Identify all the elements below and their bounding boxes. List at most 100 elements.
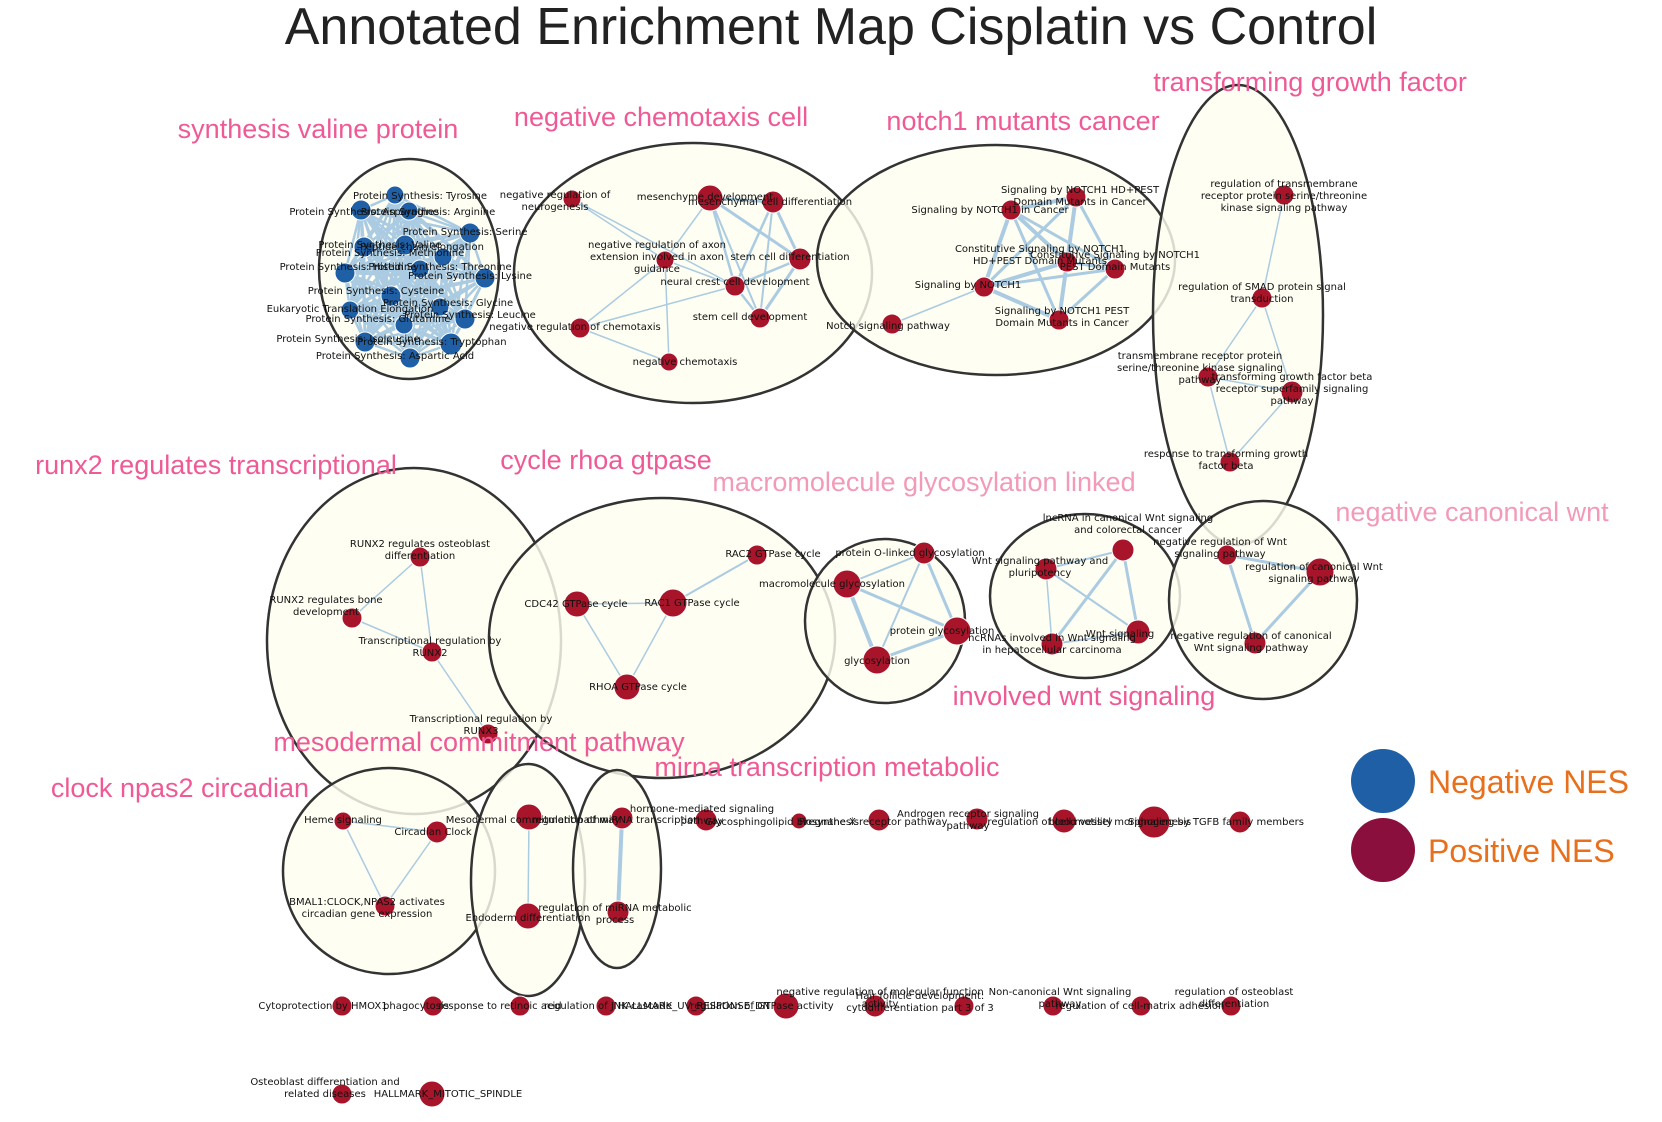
node-p-val[interactable] (353, 236, 375, 258)
node-m-endo[interactable] (514, 902, 542, 930)
node-p-asn[interactable] (350, 199, 372, 221)
node-g-rhoa[interactable] (613, 673, 641, 701)
node-mi-reg-trans[interactable] (610, 806, 634, 830)
node-p-met[interactable] (433, 247, 453, 267)
node-label-s-retinoic: response to retinoic acid (438, 1001, 561, 1012)
node-t-resp[interactable] (1219, 451, 1241, 473)
cluster-label-c-meso: mesodermal commitment pathway (273, 727, 685, 757)
node-p-his[interactable] (334, 262, 356, 284)
node-l-ncrna[interactable] (1040, 632, 1064, 656)
node-n-ncc[interactable] (724, 275, 746, 297)
node-p-arg[interactable] (399, 201, 419, 221)
node-p-elong[interactable] (394, 234, 416, 256)
node-g-rac2[interactable] (746, 544, 768, 566)
node-n-axon[interactable] (655, 250, 675, 270)
node-s-uv[interactable] (685, 995, 707, 1017)
node-p-ile[interactable] (354, 331, 376, 353)
node-label-n-axon: negative regulation of axon extension inv… (588, 240, 726, 275)
node-t-reg-tm[interactable] (1273, 184, 1295, 206)
node-no-const-pest[interactable] (1104, 258, 1126, 280)
node-gl-macro[interactable] (832, 569, 862, 599)
node-n-mes-dev[interactable] (696, 184, 724, 212)
node-t-tgfb-path[interactable] (1280, 380, 1304, 404)
node-p-thr[interactable] (410, 259, 430, 279)
node-s-horm[interactable] (694, 808, 718, 832)
edge-p-arg-p-ile (363, 210, 411, 343)
node-t-tm[interactable] (1197, 366, 1219, 388)
node-s-glyco[interactable] (790, 812, 808, 830)
node-mi-reg-meta[interactable] (606, 900, 630, 924)
node-p-gly[interactable] (430, 297, 450, 317)
node-label-n-neg-chemo-reg: negative regulation of chemotaxis (489, 322, 661, 333)
node-m-meso[interactable] (515, 803, 543, 831)
node-p-leu[interactable] (454, 308, 476, 330)
node-r-osteo[interactable] (409, 546, 431, 568)
node-gl-gly[interactable] (862, 645, 892, 675)
node-n-stem-dev[interactable] (749, 307, 771, 329)
node-s-preg[interactable] (867, 808, 891, 832)
node-gl-oglc[interactable] (912, 541, 936, 565)
node-l-wnt[interactable] (1125, 619, 1151, 645)
node-s-phago[interactable] (422, 995, 444, 1017)
edge-p-his-p-glu (344, 272, 405, 326)
node-p-elong2[interactable] (340, 300, 360, 320)
node-cl-clock[interactable] (425, 820, 449, 844)
node-no-cancer[interactable] (1000, 199, 1022, 221)
node-gl-prot[interactable] (942, 616, 972, 646)
node-no-hdpest[interactable] (1065, 186, 1087, 208)
node-p-tyr[interactable] (385, 185, 405, 205)
node-p-trp[interactable] (439, 332, 463, 356)
node-label-p-elong2: Eukaryotic Translation Elongation (267, 304, 434, 315)
node-g-cdc42[interactable] (563, 590, 591, 618)
node-n-neg-chemo-reg[interactable] (569, 317, 591, 339)
node-s-retinoic[interactable] (509, 995, 531, 1017)
node-s-noncanon[interactable] (1042, 995, 1064, 1017)
node-p-asp[interactable] (399, 347, 421, 369)
node-s-cellmot[interactable] (1051, 808, 1077, 834)
node-cl-heme[interactable] (333, 811, 353, 831)
node-label-p-arg: Protein Synthesis: Arginine (361, 207, 496, 218)
node-s-mitotic[interactable] (418, 1080, 446, 1108)
node-s-gtpase[interactable] (772, 992, 800, 1020)
node-p-lys[interactable] (474, 267, 496, 289)
node-no-path[interactable] (881, 313, 903, 335)
node-r-tr2[interactable] (421, 641, 443, 663)
node-s-neg-act[interactable] (863, 994, 887, 1018)
node-l-wnt-pluri[interactable] (1034, 557, 1058, 581)
node-n-neuro[interactable] (562, 189, 582, 209)
node-label-n-neuro: negative regulation of neurogenesis (500, 190, 611, 213)
node-s-hair[interactable] (953, 995, 975, 1017)
node-p-cys[interactable] (380, 285, 402, 307)
node-r-tr3[interactable] (477, 723, 499, 745)
node-s-osteo-reg[interactable] (1220, 995, 1242, 1017)
node-p-ser[interactable] (459, 222, 481, 244)
node-w-reg-canon[interactable] (1305, 557, 1335, 587)
node-p-glu[interactable] (394, 315, 414, 335)
node-no-const-hd[interactable] (1056, 251, 1078, 273)
node-w-neg-canon[interactable] (1243, 631, 1267, 655)
node-cl-bmal[interactable] (374, 895, 396, 917)
node-n-stem-diff[interactable] (788, 247, 812, 271)
edge-w-reg-canon-w-neg-canon (1253, 570, 1322, 645)
node-w-neg-reg[interactable] (1216, 544, 1238, 566)
node-s-hmox[interactable] (331, 995, 353, 1017)
node-no-pest[interactable] (1048, 309, 1070, 331)
node-n-mes-diff[interactable] (761, 190, 785, 214)
node-s-tgfb-fam[interactable] (1228, 810, 1252, 834)
node-label-s-jnk: regulation of JNK cascade (544, 1001, 672, 1012)
node-g-rac1[interactable] (658, 588, 688, 618)
node-t-smad[interactable] (1251, 287, 1273, 309)
node-label-r-osteo: RUNX2 regulates osteoblast differentiatio… (350, 539, 490, 562)
node-label-s-gtpase: regulation of GTPase activity (690, 1001, 833, 1012)
node-label-no-hdpest: Signaling by NOTCH1 HD+PEST Domain Mutant… (1001, 185, 1160, 208)
node-l-lnc-canon[interactable] (1111, 538, 1135, 562)
node-s-vessel[interactable] (1137, 805, 1171, 839)
node-n-neg-chemo[interactable] (659, 352, 679, 372)
node-r-bone[interactable] (341, 607, 363, 629)
node-no-sig[interactable] (973, 276, 995, 298)
edge-w-neg-reg-w-reg-canon (1226, 553, 1321, 574)
node-s-jnk[interactable] (595, 995, 617, 1017)
node-s-andro[interactable] (965, 807, 989, 831)
node-s-osteo-dis[interactable] (331, 1083, 353, 1105)
node-s-matrix[interactable] (1130, 995, 1152, 1017)
